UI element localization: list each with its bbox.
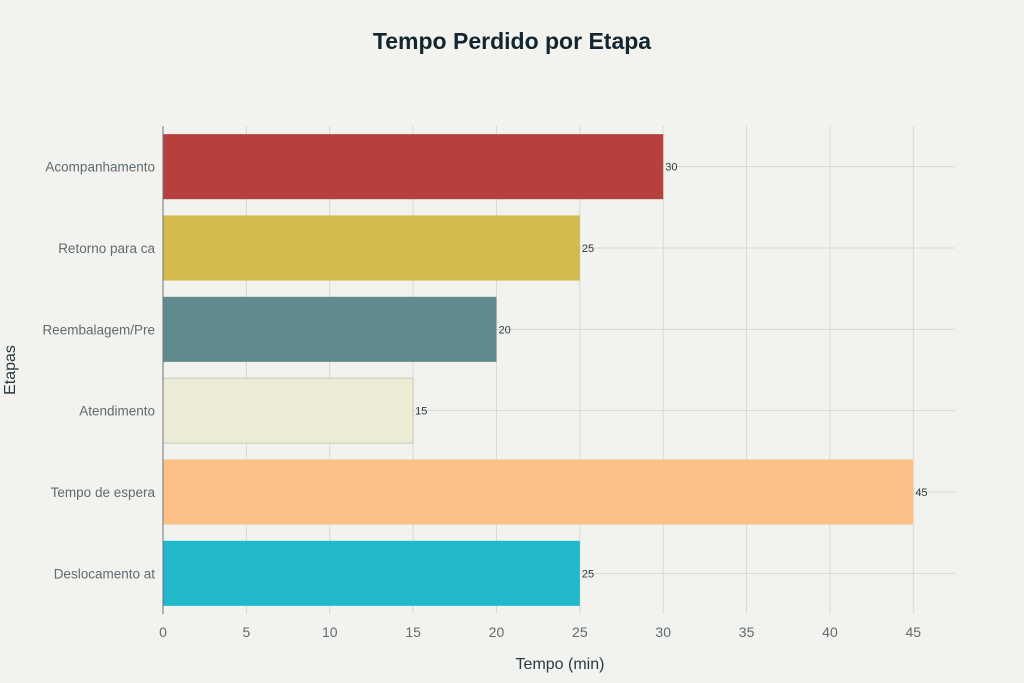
x-tick-label: 20 [489,624,505,640]
x-tick-label: 30 [655,624,671,640]
y-tick-label: Retorno para ca [58,241,155,256]
x-axis-ticks: 0 5 10 15 20 25 30 35 40 45 [159,624,921,640]
data-labels: 30 25 20 15 45 25 [415,162,927,581]
chart-title: Tempo Perdido por Etapa [372,28,652,54]
y-axis-ticks: Acompanhamento Retorno para ca Reembalagem… [42,160,155,582]
bar [163,459,914,525]
bar [163,134,664,200]
x-tick-label: 40 [822,624,838,640]
y-tick-label: Deslocamento at [54,566,156,581]
x-tick-label: 15 [405,624,421,640]
y-tick-label: Atendimento [79,404,155,419]
x-tick-label: 10 [322,624,338,640]
data-label: 45 [915,487,927,499]
x-tick-label: 0 [159,624,167,640]
x-tick-label: 45 [906,624,922,640]
x-tick-label: 25 [572,624,588,640]
data-label: 25 [582,243,594,255]
data-label: 30 [665,162,677,174]
bar [162,377,414,444]
y-tick-label: Acompanhamento [45,160,155,175]
bar [163,540,580,606]
bar [163,296,497,362]
bar [163,215,580,281]
x-tick-label: 35 [739,624,755,640]
data-label: 20 [498,324,510,336]
x-tick-label: 5 [242,624,250,640]
y-tick-label: Tempo de espera [51,485,156,500]
y-axis-title: Etapas [2,345,19,395]
data-label: 25 [582,568,594,580]
bars [162,134,914,606]
x-axis-title: Tempo (min) [515,656,605,673]
y-tick-label: Reembalagem/Pre [42,322,155,337]
data-label: 15 [415,406,427,418]
